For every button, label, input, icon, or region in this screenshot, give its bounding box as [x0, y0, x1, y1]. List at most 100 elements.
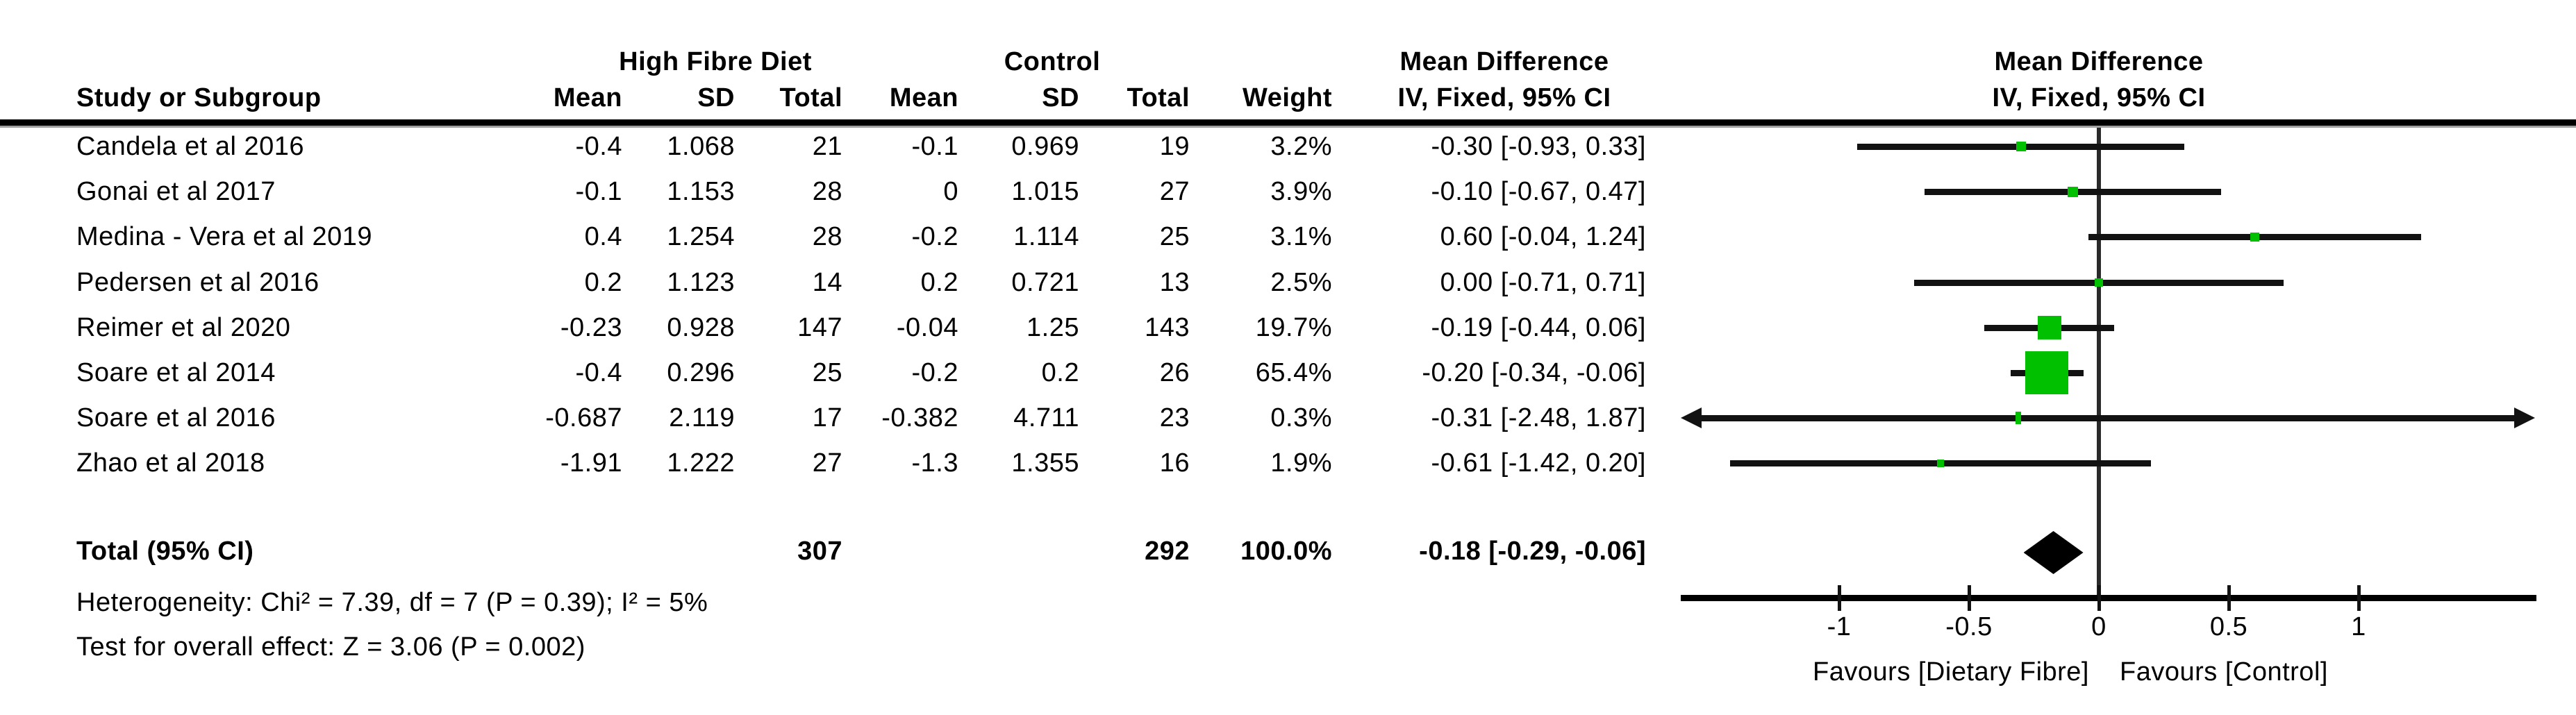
- study-cell-name: Pedersen et al 2016: [76, 267, 319, 297]
- study-cell-c_sd: 4.711: [1013, 403, 1079, 433]
- overall-effect-test: Test for overall effect: Z = 3.06 (P = 0…: [76, 632, 585, 662]
- study-cell-c_mean: -0.2: [911, 358, 958, 387]
- axis-tick-label: 0.5: [2209, 612, 2248, 641]
- study-cell-c_mean: -0.04: [896, 312, 958, 342]
- study-cell-c_sd: 0.721: [1011, 267, 1079, 297]
- study-cell-name: Gonai et al 2017: [76, 177, 276, 207]
- study-cell-c_mean: -0.1: [911, 132, 958, 161]
- axis-tick-label: -1: [1827, 612, 1852, 641]
- study-cell-ci_text: -0.31 [-2.48, 1.87]: [1431, 403, 1646, 433]
- total-row-label: Total (95% CI): [76, 537, 254, 566]
- study-cell-t_sd: 1.153: [667, 177, 735, 207]
- study-weight-marker: [2016, 142, 2026, 151]
- study-cell-c_n: 13: [1159, 267, 1190, 297]
- favours-left-label: Favours [Dietary Fibre]: [1813, 657, 2089, 687]
- study-cell-weight: 3.9%: [1270, 177, 1332, 207]
- plot-md-subtitle: IV, Fixed, 95% CI: [1992, 83, 2206, 112]
- study-cell-t_sd: 0.928: [667, 312, 735, 342]
- treatment-mean-col-header: Mean: [553, 83, 622, 112]
- axis-tick: [2097, 585, 2101, 611]
- study-cell-ci_text: -0.61 [-1.42, 0.20]: [1431, 448, 1646, 478]
- study-cell-t_mean: -0.1: [575, 177, 622, 207]
- heterogeneity-stats: Heterogeneity: Chi² = 7.39, df = 7 (P = …: [76, 588, 708, 617]
- study-cell-c_mean: 0: [943, 177, 958, 207]
- md-column-title: Mean Difference: [1399, 47, 1609, 76]
- study-weight-marker: [2067, 186, 2079, 197]
- ci-clamp-arrow-right: [2514, 407, 2535, 429]
- study-cell-c_sd: 1.114: [1013, 222, 1079, 252]
- axis-tick-label: -0.5: [1945, 612, 1993, 641]
- control-group-header: Control: [1004, 47, 1101, 76]
- study-cell-t_sd: 2.119: [669, 403, 735, 433]
- study-cell-name: Zhao et al 2018: [76, 448, 265, 478]
- study-cell-ci_text: -0.10 [-0.67, 0.47]: [1431, 177, 1646, 207]
- study-weight-marker: [2025, 351, 2069, 395]
- study-cell-c_mean: -0.382: [881, 403, 958, 433]
- study-cell-name: Soare et al 2016: [76, 403, 276, 433]
- axis-tick: [2357, 585, 2361, 611]
- study-cell-c_sd: 1.355: [1011, 448, 1079, 478]
- study-cell-weight: 65.4%: [1255, 358, 1332, 387]
- study-cell-c_sd: 1.015: [1011, 177, 1079, 207]
- study-cell-c_mean: 0.2: [920, 267, 958, 297]
- plot-md-title: Mean Difference: [1994, 47, 2204, 76]
- study-cell-t_mean: 0.2: [584, 267, 622, 297]
- zero-line: [2097, 128, 2101, 601]
- ci-clamp-arrow-left: [1681, 407, 1702, 429]
- treatment-sd-col-header: SD: [697, 83, 735, 112]
- study-cell-ci_text: -0.19 [-0.44, 0.06]: [1431, 312, 1646, 342]
- study-cell-c_n: 27: [1159, 177, 1190, 207]
- control-mean-col-header: Mean: [889, 83, 958, 112]
- study-cell-c_n: 16: [1159, 448, 1190, 478]
- weight-col-header: Weight: [1243, 83, 1332, 112]
- study-cell-c_sd: 0.2: [1041, 358, 1079, 387]
- axis-tick-label: 1: [2351, 612, 2366, 641]
- study-cell-t_sd: 0.296: [667, 358, 735, 387]
- study-weight-marker: [2016, 412, 2022, 425]
- study-cell-t_mean: -0.23: [560, 312, 622, 342]
- study-cell-t_mean: -0.4: [575, 358, 622, 387]
- x-axis: [1681, 595, 2536, 601]
- md-column-subtitle: IV, Fixed, 95% CI: [1397, 83, 1611, 112]
- total-weight: 100.0%: [1240, 537, 1332, 566]
- study-cell-c_sd: 1.25: [1027, 312, 1079, 342]
- study-weight-marker: [2250, 232, 2260, 242]
- axis-tick-label: 0: [2091, 612, 2106, 641]
- study-cell-t_mean: -0.4: [575, 132, 622, 161]
- study-cell-t_mean: -1.91: [560, 448, 622, 478]
- study-cell-c_mean: -1.3: [911, 448, 958, 478]
- study-cell-t_sd: 1.123: [667, 267, 735, 297]
- study-cell-name: Reimer et al 2020: [76, 312, 291, 342]
- study-cell-c_n: 25: [1159, 222, 1190, 252]
- study-weight-marker: [1936, 460, 1945, 467]
- ci-line: [1700, 415, 2516, 422]
- study-cell-ci_text: 0.60 [-0.04, 1.24]: [1440, 222, 1646, 252]
- total-control-n: 292: [1145, 537, 1190, 566]
- study-cell-t_sd: 1.068: [667, 132, 735, 161]
- study-cell-t_mean: 0.4: [584, 222, 622, 252]
- study-cell-c_n: 19: [1159, 132, 1190, 161]
- study-cell-name: Soare et al 2014: [76, 358, 276, 387]
- study-cell-t_n: 17: [812, 403, 842, 433]
- study-cell-c_mean: -0.2: [911, 222, 958, 252]
- axis-tick: [1968, 585, 1971, 611]
- study-cell-ci_text: -0.20 [-0.34, -0.06]: [1422, 358, 1646, 387]
- study-cell-weight: 1.9%: [1270, 448, 1332, 478]
- study-cell-name: Candela et al 2016: [76, 132, 305, 161]
- study-cell-weight: 3.2%: [1270, 132, 1332, 161]
- treatment-total-col-header: Total: [779, 83, 842, 112]
- study-cell-ci_text: 0.00 [-0.71, 0.71]: [1440, 267, 1646, 297]
- study-cell-name: Medina - Vera et al 2019: [76, 222, 373, 252]
- favours-right-label: Favours [Control]: [2120, 657, 2328, 687]
- study-cell-ci_text: -0.30 [-0.93, 0.33]: [1431, 132, 1646, 161]
- study-cell-weight: 19.7%: [1255, 312, 1332, 342]
- study-cell-weight: 2.5%: [1270, 267, 1332, 297]
- header-rule-shadow: [0, 126, 2576, 128]
- study-cell-weight: 0.3%: [1270, 403, 1332, 433]
- study-weight-marker: [2037, 315, 2062, 339]
- control-total-col-header: Total: [1127, 83, 1190, 112]
- study-cell-weight: 3.1%: [1270, 222, 1332, 252]
- study-cell-c_sd: 0.969: [1011, 132, 1079, 161]
- study-cell-c_n: 26: [1159, 358, 1190, 387]
